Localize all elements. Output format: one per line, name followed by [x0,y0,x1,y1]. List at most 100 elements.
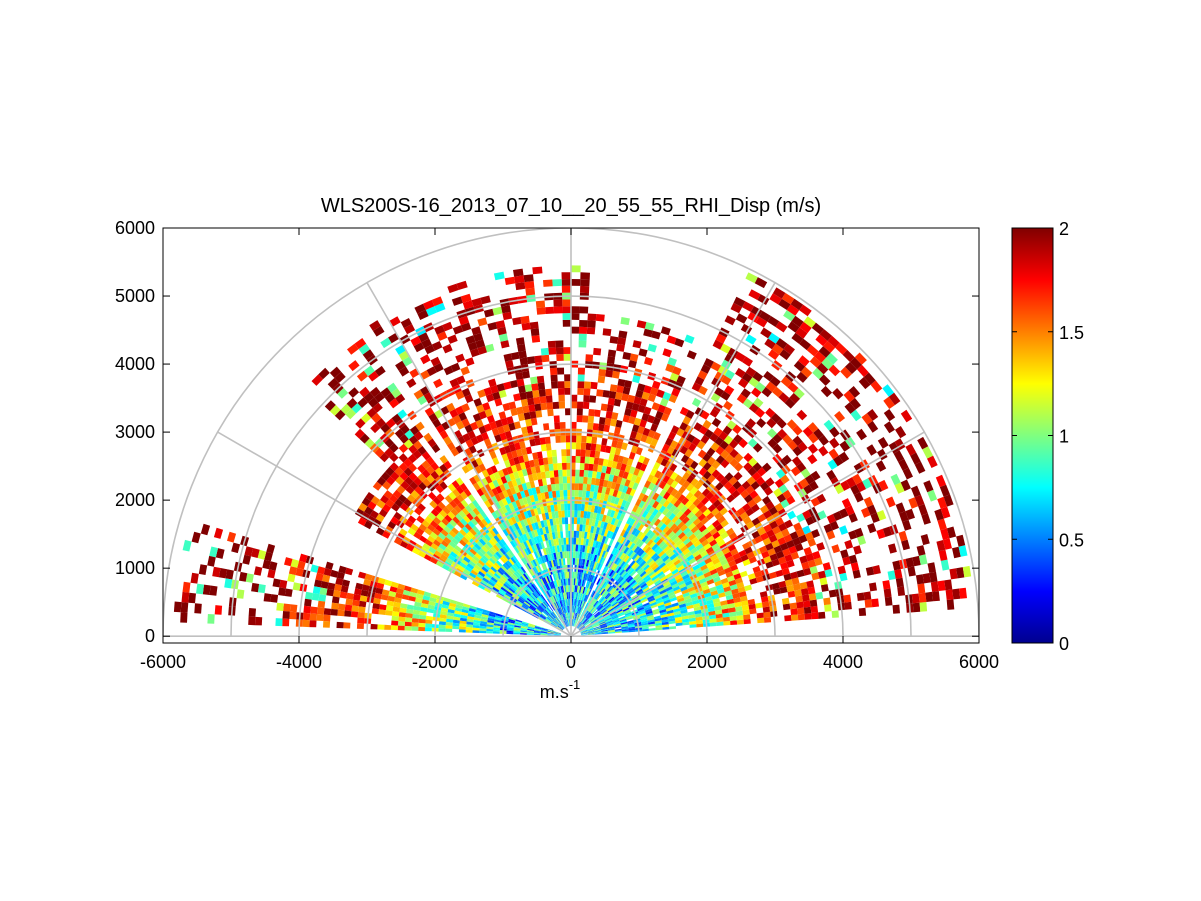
data-cell [443,536,452,545]
data-cell [642,553,649,561]
data-cell [504,553,511,561]
data-cell [620,621,628,625]
data-cell [529,585,536,592]
data-cell [380,423,391,434]
data-cell [625,401,634,410]
data-cell [912,555,921,567]
data-cell [614,482,621,491]
data-cell [465,357,475,367]
data-cell [508,422,516,431]
data-cell [627,549,634,557]
data-cell [605,604,612,610]
data-cell [725,571,734,578]
data-cell [695,570,704,578]
data-cell [690,525,699,534]
data-cell [620,317,630,326]
data-cell [521,621,529,625]
data-cell [588,605,594,612]
data-cell [411,618,419,623]
data-cell [682,516,690,525]
data-cell [637,590,644,596]
data-cell [712,576,721,583]
data-cell [519,519,526,528]
data-cell [682,618,690,623]
data-cell [539,437,546,445]
data-cell [692,550,700,558]
data-cell [533,632,541,635]
data-cell [545,540,550,548]
data-cell [775,468,786,479]
data-cell [590,607,596,614]
data-cell [819,329,832,341]
data-cell [447,334,458,344]
data-cell [583,538,587,546]
data-cell [568,612,570,620]
data-cell [804,531,814,541]
data-cell [591,533,596,541]
data-cell [525,599,532,605]
data-cell [698,425,708,435]
data-cell [738,591,747,598]
data-cell [691,506,700,515]
data-cell [513,546,520,554]
data-cell [541,513,547,521]
data-cell [362,349,374,360]
data-cell [448,540,457,549]
data-cell [498,590,505,596]
data-cell [456,531,465,540]
data-cell [510,408,518,417]
data-cell [887,570,896,581]
data-cell [590,546,595,555]
data-cell [778,298,791,310]
data-cell [724,590,733,597]
data-cell [720,343,731,354]
data-cell [641,413,650,422]
data-cell [610,481,617,490]
data-cell [685,519,693,528]
data-cell [514,604,521,609]
data-cell [803,606,812,614]
data-cell [579,626,586,631]
data-cell [604,602,611,608]
data-cell [547,631,555,633]
data-cell [568,592,570,599]
data-cell [499,556,507,564]
data-cell [363,520,373,530]
data-cell [581,608,586,616]
data-cell [644,546,652,554]
data-cell [594,450,601,459]
data-cell [594,478,601,486]
data-cell [828,589,837,598]
data-cell [432,418,442,428]
data-cell [710,361,721,372]
data-cell [682,415,692,425]
data-cell [450,362,461,373]
data-cell [562,599,565,607]
data-cell [551,449,557,457]
data-cell [426,608,435,614]
data-cell [572,619,575,627]
data-cell [264,551,273,562]
data-cell [505,579,513,586]
data-cell [551,622,558,627]
data-cell [577,623,583,629]
data-cell [651,330,661,340]
colorbar-ticks: 00.511.52 [1012,219,1084,654]
data-cell [535,565,541,573]
data-cell [384,438,395,448]
data-cell [588,614,594,620]
data-cell [745,366,757,378]
data-cell [745,272,758,284]
data-cell [625,486,633,495]
data-cell [580,630,588,634]
data-cell [751,387,762,398]
data-cell [364,506,374,516]
data-cell [867,409,879,421]
data-cell [784,554,793,562]
data-cell [799,304,812,317]
data-cell [449,408,459,418]
data-cell [584,602,589,609]
data-cell [895,577,904,588]
data-cell [606,605,613,611]
data-cell [502,424,511,433]
